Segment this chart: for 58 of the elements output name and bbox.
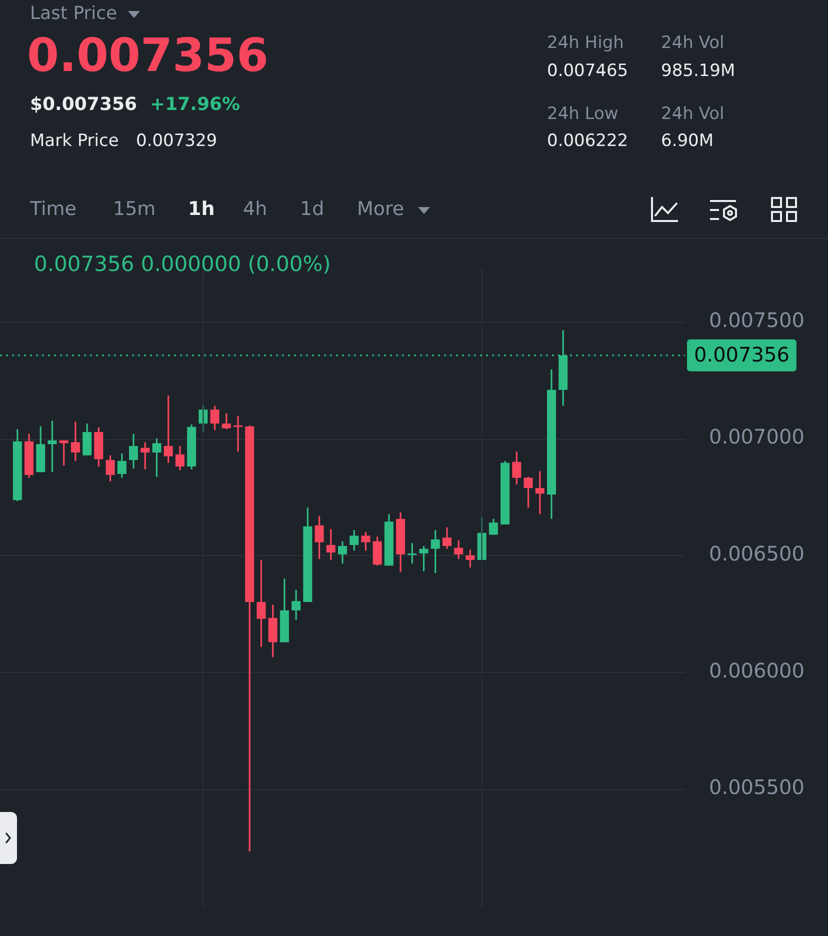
candlestick — [430, 529, 440, 574]
candlestick — [117, 452, 126, 479]
candlestick — [256, 559, 266, 648]
candlestick — [222, 412, 231, 430]
text: 0.007329 — [136, 131, 218, 151]
candlestick — [524, 476, 533, 508]
candlestick — [48, 420, 57, 473]
text: 6.90M — [661, 131, 714, 151]
candlestick — [234, 415, 243, 452]
candlestick — [152, 438, 162, 478]
text: $0.007356 — [30, 94, 138, 115]
candlestick — [175, 445, 184, 472]
candlestick — [350, 529, 359, 552]
chart-subtitle: 0.007356 — [27, 28, 269, 82]
y-tick-label: 0.006000 — [709, 658, 804, 682]
candlestick — [82, 422, 92, 456]
candlestick — [338, 540, 347, 565]
y-tick-label: 0.005500 — [709, 775, 804, 800]
candlestick — [129, 433, 138, 470]
candlestick — [372, 536, 382, 566]
text: 24h Low — [547, 104, 618, 124]
y-tick-label: 0.006500 — [709, 542, 804, 566]
candlestick — [314, 515, 324, 560]
text: 0.006222 — [547, 131, 628, 151]
text: 24h Vol — [661, 33, 724, 53]
chart-title: Last Price — [30, 3, 118, 24]
candlestick — [292, 589, 301, 621]
text: More — [357, 198, 404, 220]
text: 0.007465 — [547, 61, 628, 81]
text: Mark Price — [30, 131, 119, 151]
y-tick-label: 0.007000 — [709, 424, 804, 449]
text: Time — [30, 198, 76, 220]
text: 1d — [300, 198, 324, 220]
y-tick-label: 0.007500 — [709, 308, 804, 332]
candlestick — [535, 470, 544, 515]
candlestick — [488, 518, 498, 536]
text: 24h Vol — [661, 104, 724, 124]
candlestick — [442, 526, 452, 550]
text: 4h — [243, 198, 268, 220]
candlestick — [326, 528, 336, 561]
text: +17.96% — [150, 94, 240, 115]
candlestick — [408, 542, 417, 565]
candlestick — [512, 450, 522, 486]
candlestick — [419, 545, 428, 572]
candlestick — [106, 454, 115, 482]
annotation: 0.007356 0.000000 (0.00%) — [34, 252, 331, 276]
text: 1h — [188, 198, 215, 220]
text: 15m — [113, 198, 156, 220]
candlestick — [210, 405, 220, 431]
candlestick — [361, 531, 370, 552]
candlestick — [140, 441, 150, 470]
candlestick — [164, 394, 173, 464]
text: 24h High — [547, 33, 624, 53]
candlestick — [70, 420, 80, 462]
candlestick — [466, 548, 475, 568]
text: 985.19M — [661, 61, 736, 81]
ref-line-label: 0.007356 — [694, 342, 790, 367]
candlestick — [454, 540, 464, 560]
